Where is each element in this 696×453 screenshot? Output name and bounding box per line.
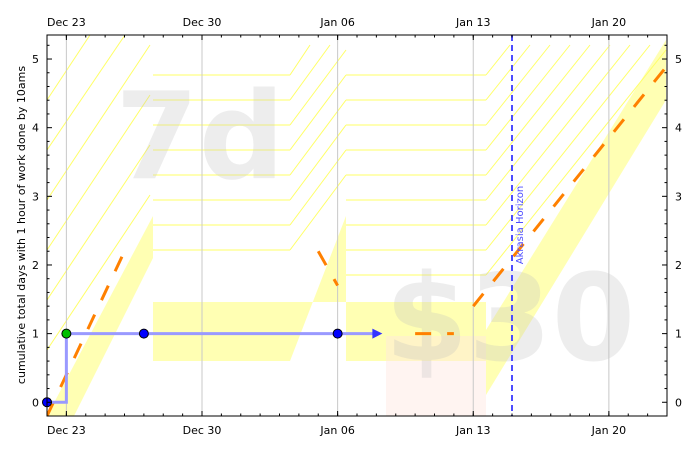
data-point	[61, 328, 72, 339]
y-tick-label: 2	[32, 259, 39, 272]
y-tick-label: 3	[32, 190, 39, 203]
y-tick-label: 1	[32, 328, 39, 341]
x-tick-label: Dec 30	[183, 424, 222, 437]
y-tick-label-right: 3	[675, 190, 682, 203]
x-tick-label-top: Dec 30	[183, 16, 222, 29]
data-line	[47, 328, 383, 404]
y-tick-label-right: 4	[675, 122, 682, 135]
data-point	[332, 328, 343, 339]
x-tick-label: Dec 23	[47, 424, 86, 437]
axes: Dec 23 Dec 23 Dec 30 Dec 30 Jan 06 Jan 06 Jan …	[32, 16, 682, 437]
future-region	[386, 336, 486, 416]
y-tick-label-right: 5	[675, 53, 682, 66]
x-tick-label-top: Jan 20	[591, 16, 626, 29]
y-axis-label: cumulative total days with 1 hour of wor…	[15, 66, 28, 384]
x-tick-label-top: Dec 23	[47, 16, 86, 29]
plot-area	[47, 35, 667, 416]
pledge-watermark: $30	[385, 250, 636, 389]
x-tick-label: Jan 20	[591, 424, 626, 437]
x-tick-label-top: Jan 13	[455, 16, 490, 29]
y-tick-label: 0	[32, 396, 39, 409]
projection-arrowhead	[372, 328, 383, 339]
road-segment	[472, 64, 667, 308]
y-tick-label-right: 1	[675, 328, 682, 341]
akrasia-horizon: Akrasia Horizon	[511, 35, 526, 416]
y-tick-label-right: 2	[675, 259, 682, 272]
yellow-brick-road-band	[47, 40, 666, 416]
road-hatching	[47, 35, 667, 351]
x-tick-label-top: Jan 06	[319, 16, 354, 29]
road-segment	[316, 250, 339, 287]
x-tick-label: Jan 06	[319, 424, 354, 437]
step-line	[47, 332, 377, 404]
goal-watermark: 7d	[115, 68, 284, 207]
y-tick-label: 5	[32, 53, 39, 66]
x-tick-label: Jan 13	[455, 424, 490, 437]
data-points	[42, 328, 343, 408]
data-point	[138, 328, 149, 339]
road-line	[47, 64, 667, 416]
y-tick-label-right: 0	[675, 396, 682, 409]
horizon-label: Akrasia Horizon	[515, 186, 526, 264]
y-tick-label: 4	[32, 122, 39, 135]
